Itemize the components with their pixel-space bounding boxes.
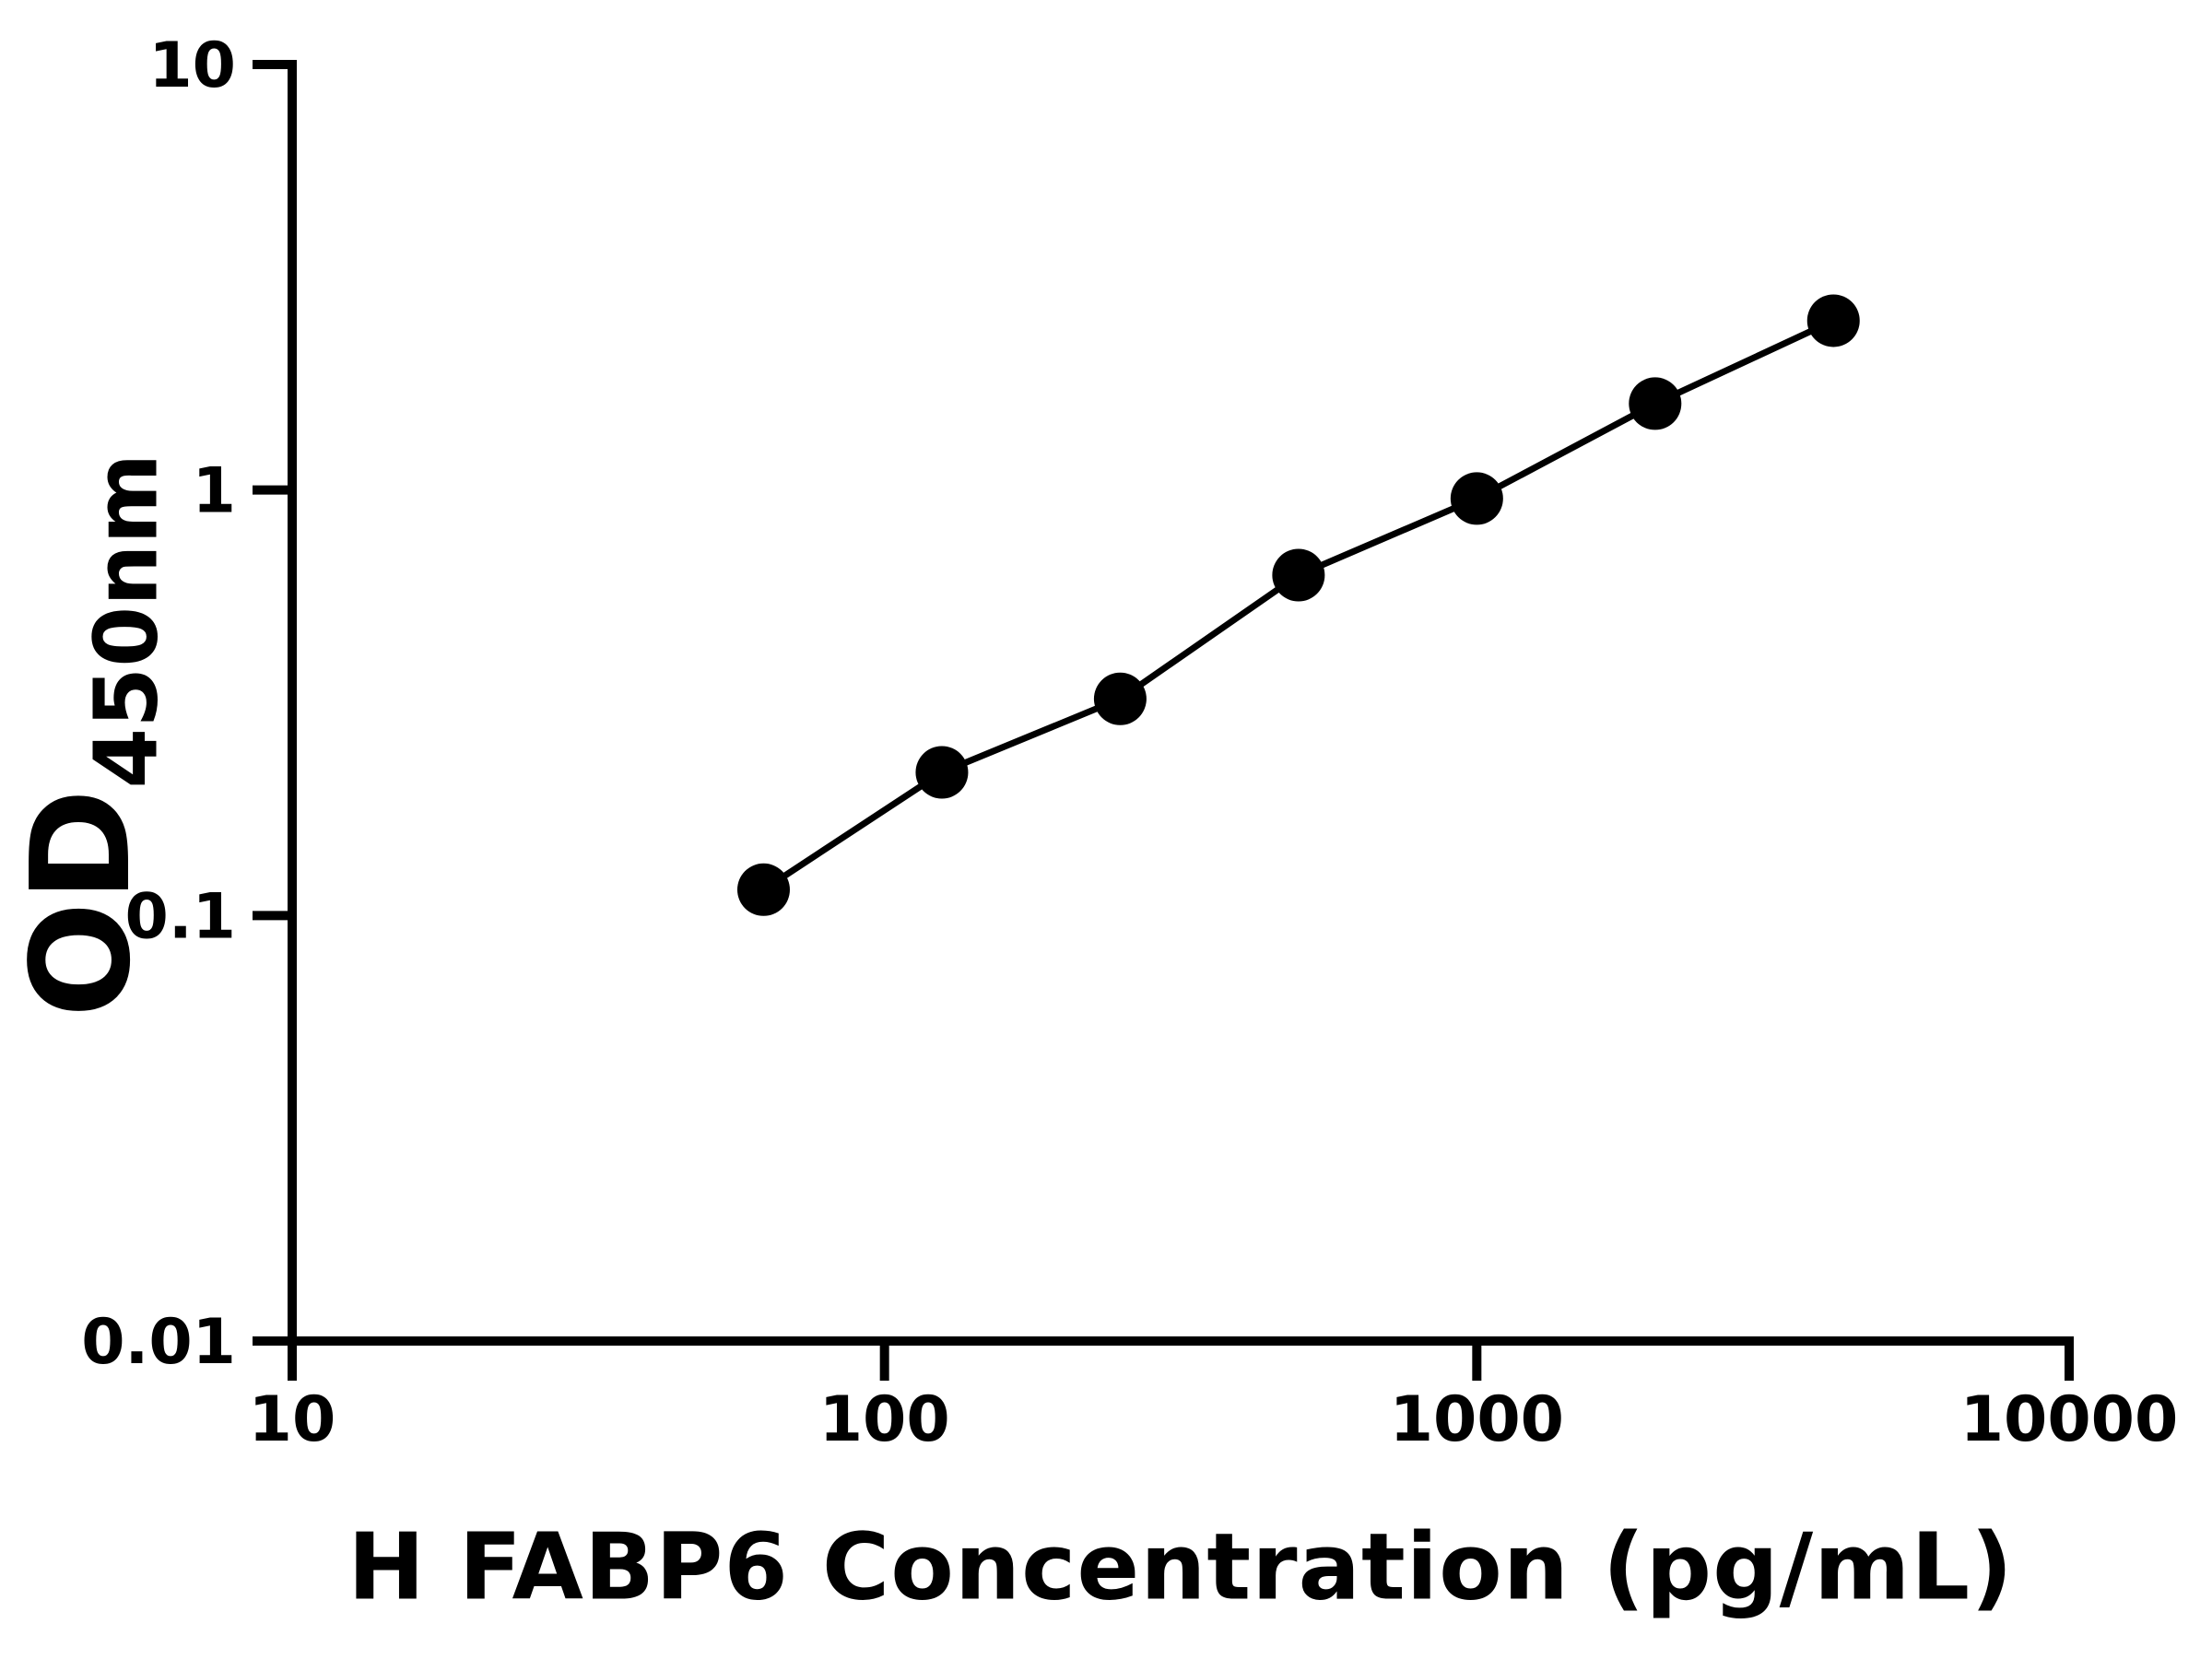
x-tick-label: 10	[249, 1383, 336, 1456]
data-point	[736, 863, 790, 916]
x-tick-label: 100	[819, 1383, 950, 1456]
axis-spine	[253, 60, 2074, 1381]
y-tick-label: 0.1	[125, 880, 236, 953]
x-axis-title: H FABP6 Concentration (pg/mL)	[347, 1512, 2014, 1621]
y-axis-title: OD450nm	[2, 453, 178, 1018]
data-point	[1806, 294, 1860, 347]
y-tick-label: 1	[193, 455, 236, 528]
data-point	[1093, 672, 1147, 725]
y-axis-title-main: OD	[2, 788, 160, 1018]
data-point	[915, 746, 969, 799]
data-point	[1272, 548, 1325, 602]
data-point	[1450, 472, 1503, 525]
y-tick-label: 0.01	[81, 1306, 236, 1379]
y-axis-title-subscript: 450nm	[76, 453, 178, 789]
y-tick-label: 10	[148, 29, 236, 102]
x-tick-label: 1000	[1390, 1383, 1564, 1456]
data-point	[1629, 377, 1682, 430]
x-tick-label: 10000	[1960, 1383, 2179, 1456]
